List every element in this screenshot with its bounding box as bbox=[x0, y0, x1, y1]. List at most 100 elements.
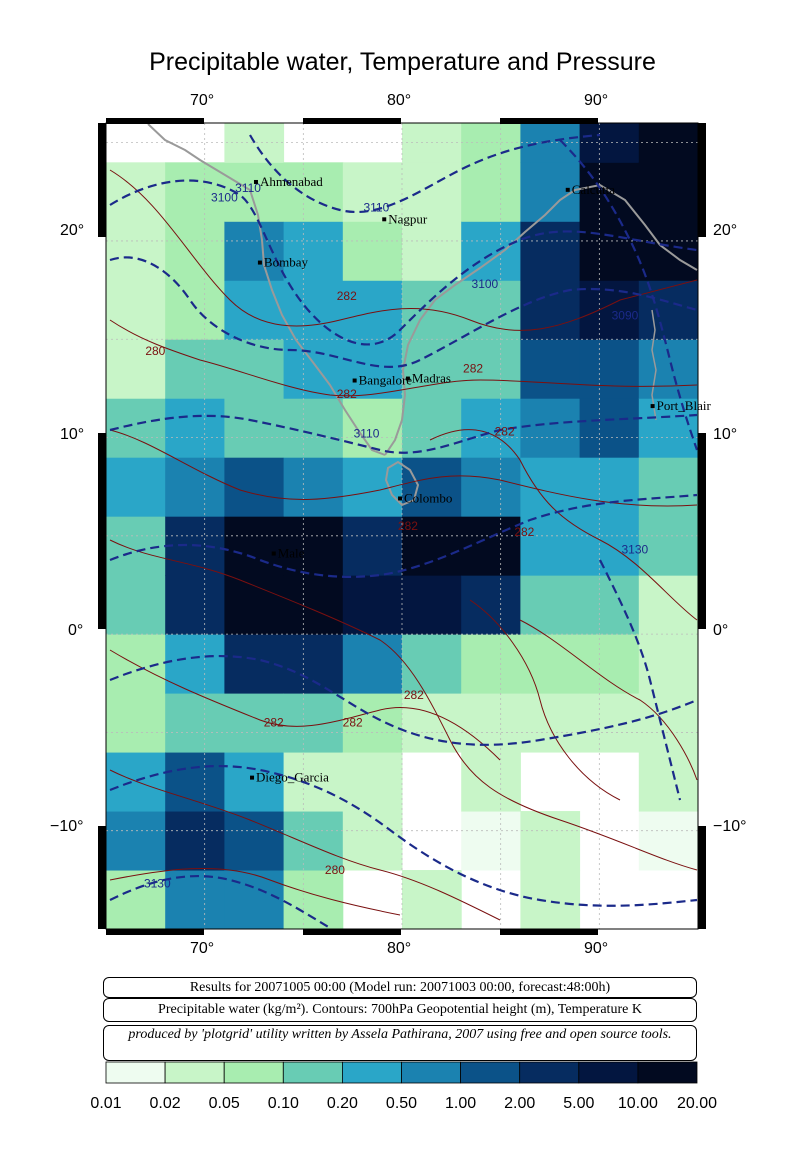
colorscale-label: 2.00 bbox=[504, 1095, 536, 1112]
temperature-contour-label: 282 bbox=[343, 716, 363, 730]
map-title: Precipitable water, Temperature and Pres… bbox=[149, 48, 656, 76]
lon-tick-bottom-70: 70° bbox=[190, 940, 215, 957]
colorscale-swatch bbox=[282, 1061, 343, 1084]
water-cell bbox=[461, 162, 521, 222]
water-cell bbox=[579, 516, 640, 576]
water-cell bbox=[402, 870, 462, 929]
water-cell bbox=[165, 339, 225, 399]
city-label: Nagpur bbox=[388, 211, 428, 226]
water-cell bbox=[224, 457, 285, 517]
temperature-contour-label: 282 bbox=[264, 716, 284, 730]
city-bangalore: Bangalore bbox=[352, 373, 412, 388]
city-label: Bombay bbox=[264, 255, 309, 270]
water-cell bbox=[224, 870, 285, 929]
colorscale-label: 0.05 bbox=[208, 1095, 240, 1112]
water-cell bbox=[165, 752, 225, 812]
water-cell bbox=[165, 162, 225, 222]
temperature-contour-label: 282 bbox=[495, 425, 515, 439]
water-cell bbox=[342, 221, 403, 281]
water-cell bbox=[283, 457, 344, 517]
lat-tick-left-minus10: −10° bbox=[50, 818, 84, 835]
water-cell bbox=[579, 457, 640, 517]
water-cell bbox=[461, 811, 521, 871]
city-ahmenabad: Ahmenabad bbox=[253, 174, 323, 189]
water-cell bbox=[224, 811, 285, 871]
colorscale-label: 0.50 bbox=[385, 1095, 418, 1112]
water-cell bbox=[402, 162, 462, 222]
water-cell bbox=[342, 634, 403, 694]
lon-tick-bottom-90: 90° bbox=[584, 940, 609, 957]
water-cell bbox=[342, 752, 403, 812]
water-cell bbox=[402, 123, 462, 163]
temperature-contour-label: 280 bbox=[325, 863, 345, 877]
colorscale-swatch bbox=[637, 1061, 698, 1084]
city-label: Port_Blair bbox=[657, 398, 712, 413]
colorscale-label: 20.00 bbox=[676, 1095, 718, 1112]
colorscale-swatch bbox=[164, 1061, 225, 1084]
water-cell bbox=[579, 398, 640, 458]
water-cell bbox=[520, 693, 581, 753]
temperature-contour-label: 282 bbox=[404, 688, 424, 702]
water-cell bbox=[520, 123, 581, 163]
water-cell bbox=[283, 575, 344, 635]
water-cell bbox=[283, 693, 344, 753]
sri-lanka-coast bbox=[384, 460, 420, 507]
water-cell bbox=[461, 339, 521, 399]
water-cell bbox=[402, 398, 462, 458]
water-cell bbox=[283, 162, 344, 222]
water-cell bbox=[638, 516, 698, 576]
lon-tick-bottom-80: 80° bbox=[387, 940, 412, 957]
water-cell bbox=[638, 280, 698, 340]
andaman-islands bbox=[651, 309, 657, 421]
coastline bbox=[147, 123, 698, 507]
geopotential-contour-label: 3100 bbox=[472, 277, 499, 291]
colorscale-swatch bbox=[578, 1061, 639, 1084]
water-cell bbox=[638, 457, 698, 517]
water-cell bbox=[520, 516, 581, 576]
city-marker-dot bbox=[405, 376, 410, 381]
colorscale-label: 5.00 bbox=[563, 1095, 595, 1112]
geopotential-contour-label: 3110 bbox=[354, 427, 380, 441]
water-cell bbox=[165, 870, 225, 929]
water-cell bbox=[165, 221, 225, 281]
water-cell bbox=[579, 634, 640, 694]
water-cell bbox=[224, 123, 285, 163]
city-madras: Madras bbox=[405, 371, 451, 386]
water-cell bbox=[342, 811, 403, 871]
geopotential-contour-label: 3110 bbox=[235, 181, 261, 195]
colorscale-swatch bbox=[519, 1061, 580, 1084]
contour-lines bbox=[109, 133, 698, 929]
water-cell bbox=[106, 811, 166, 871]
water-cell bbox=[638, 634, 698, 694]
water-cell bbox=[165, 575, 225, 635]
city-marker-dot bbox=[250, 775, 255, 780]
water-cell bbox=[638, 162, 698, 222]
city-port-blair: Port_Blair bbox=[650, 398, 712, 413]
temperature-contour-label: 282 bbox=[398, 519, 418, 533]
water-cell bbox=[638, 575, 698, 635]
water-cell bbox=[106, 221, 166, 281]
water-cell bbox=[283, 516, 344, 576]
water-cell bbox=[579, 123, 640, 163]
water-cell bbox=[106, 457, 166, 517]
credit-info-box: produced by 'plotgrid' utility written b… bbox=[103, 1025, 697, 1061]
colorscale-swatch bbox=[105, 1061, 166, 1084]
water-cell bbox=[224, 575, 285, 635]
water-cell bbox=[579, 339, 640, 399]
water-cell bbox=[520, 634, 581, 694]
water-cell bbox=[638, 752, 698, 812]
water-cell bbox=[461, 575, 521, 635]
city-marker-dot bbox=[271, 551, 276, 556]
lat-tick-right-minus10: −10° bbox=[713, 818, 747, 835]
colorscale-label: 10.00 bbox=[617, 1095, 658, 1112]
water-cell bbox=[106, 693, 166, 753]
geopotential-contour-label: 3130 bbox=[144, 877, 171, 891]
colorscale-label: 0.20 bbox=[326, 1095, 358, 1112]
lon-tick-top-80: 80° bbox=[387, 92, 412, 109]
water-cell bbox=[638, 123, 698, 163]
water-cell bbox=[165, 693, 225, 753]
water-cell bbox=[461, 221, 521, 281]
water-cell bbox=[283, 339, 344, 399]
water-cell bbox=[106, 339, 166, 399]
